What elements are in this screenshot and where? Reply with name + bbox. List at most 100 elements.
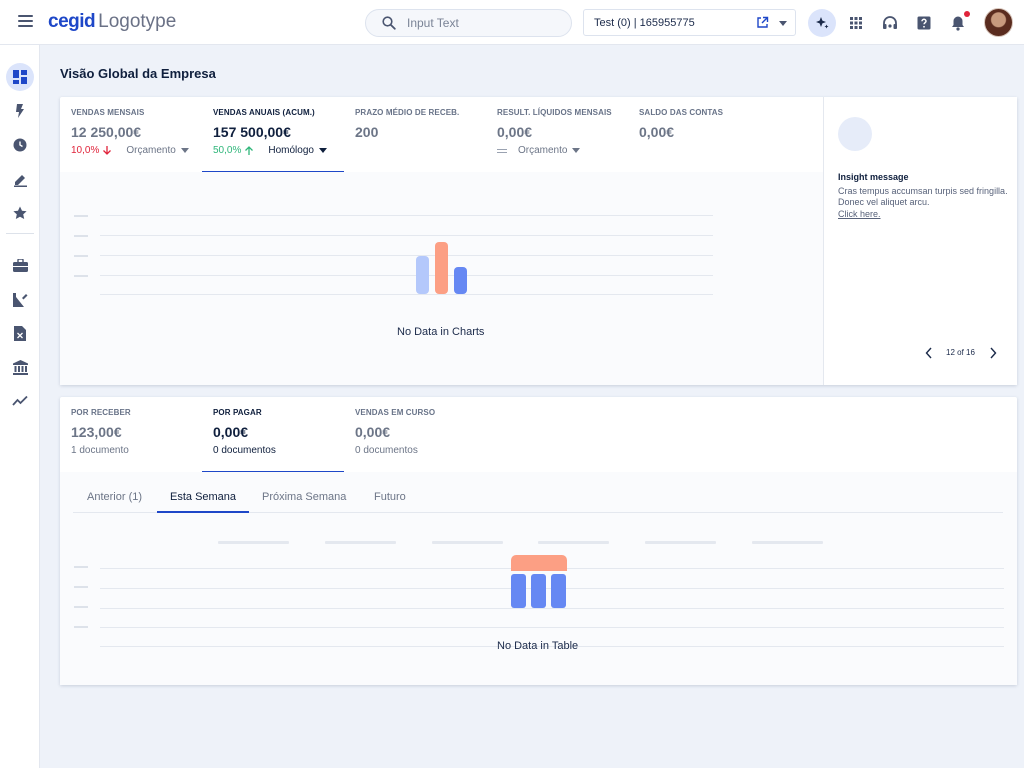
kpi-resultados-liquidos[interactable]: RESULT. LÍQUIDOS MENSAIS 0,00€ Orçamento [486, 97, 628, 172]
row-placeholder [74, 626, 88, 628]
gridline [100, 627, 1004, 628]
logo-brand: cegid [48, 11, 96, 32]
comparison-dropdown[interactable]: Homólogo [268, 145, 327, 156]
company-selector[interactable]: Test (0) | 165955775 [583, 9, 796, 36]
chart-empty-state: No Data in Charts [60, 172, 823, 385]
kpi-vendas-anuais[interactable]: VENDAS ANUAIS (ACUM.) 157 500,00€ 50,0% … [202, 97, 344, 173]
gridline [100, 275, 713, 276]
page-title: Visão Global da Empresa [60, 66, 216, 81]
search-icon [382, 16, 396, 30]
insight-title: Insight message [838, 172, 909, 182]
kpi-vendas-em-curso[interactable]: VENDAS EM CURSO 0,00€ 0 documentos [344, 397, 486, 472]
company-selector-label: Test (0) | 165955775 [594, 17, 695, 29]
empty-chart-message: No Data in Charts [397, 326, 485, 338]
insight-pager-count: 12 of 16 [946, 348, 975, 357]
apps-grid-icon[interactable] [846, 13, 866, 33]
row-placeholder [74, 606, 88, 608]
kpi-label: VENDAS ANUAIS (ACUM.) [213, 108, 315, 117]
tab-esta-semana[interactable]: Esta Semana [170, 491, 237, 503]
insight-link[interactable]: Click here. [838, 209, 881, 219]
kpi-label: POR RECEBER [71, 408, 131, 417]
user-avatar[interactable] [984, 8, 1013, 37]
kpi-saldo-contas[interactable]: SALDO DAS CONTAS 0,00€ [628, 97, 770, 172]
gridline [100, 215, 713, 216]
kpi-prazo-medio[interactable]: PRAZO MÉDIO DE RECEB. 200 [344, 97, 486, 172]
kpi-por-pagar[interactable]: POR PAGAR 0,00€ 0 documentos [202, 397, 344, 473]
sidebar-item-tax[interactable] [6, 319, 34, 347]
gridline [100, 235, 713, 236]
sidebar-item-business[interactable] [6, 251, 34, 279]
search-box[interactable] [365, 9, 572, 37]
sidebar [0, 45, 40, 768]
document-pen-icon [12, 292, 27, 307]
logo[interactable]: cegid Logotype [48, 11, 176, 33]
kpi-value: 0,00€ [213, 424, 249, 440]
comparison-dropdown-label: Homólogo [268, 145, 314, 156]
tab-futuro[interactable]: Futuro [374, 491, 406, 503]
search-input[interactable] [407, 10, 557, 36]
column-header-placeholder [645, 541, 716, 544]
chevron-down-icon[interactable] [779, 21, 787, 26]
tab-proxima-semana[interactable]: Próxima Semana [262, 491, 347, 503]
help-icon[interactable] [914, 13, 934, 33]
caret-down-icon [572, 148, 581, 153]
axis-tick-placeholder [74, 215, 88, 217]
briefcase-icon [12, 258, 28, 272]
sidebar-item-documents-edit[interactable] [6, 285, 34, 313]
ai-assistant-button[interactable] [808, 9, 836, 37]
kpi-value: 0,00€ [355, 424, 391, 440]
column-header-placeholder [538, 541, 609, 544]
kpi-subtext: 1 documento [71, 445, 129, 456]
kpi-value: 0,00€ [639, 124, 675, 140]
dashboard-icon [13, 70, 27, 84]
sidebar-item-history[interactable] [6, 131, 34, 159]
kpi-vendas-mensais[interactable]: VENDAS MENSAIS 12 250,00€ 10,0% Orçament… [60, 97, 202, 172]
caret-down-icon [180, 148, 189, 153]
sidebar-item-dashboard[interactable] [6, 63, 34, 91]
column-header-placeholder [218, 541, 289, 544]
caret-down-icon [318, 148, 327, 153]
arrow-down-icon [103, 146, 112, 155]
chevron-left-icon[interactable] [924, 346, 934, 360]
axis-tick-placeholder [74, 235, 88, 237]
column-header-placeholder [432, 541, 503, 544]
comparison-dropdown-label: Orçamento [518, 145, 568, 156]
kpi-por-receber[interactable]: POR RECEBER 123,00€ 1 documento [60, 397, 202, 472]
insight-image-placeholder [838, 117, 872, 151]
bank-icon [12, 359, 28, 375]
chevron-right-icon[interactable] [988, 346, 998, 360]
sidebar-item-favorites[interactable] [6, 199, 34, 227]
gridline [100, 255, 713, 256]
tab-anterior[interactable]: Anterior (1) [87, 491, 143, 503]
kpi-label: RESULT. LÍQUIDOS MENSAIS [497, 108, 612, 117]
pencil-icon [13, 174, 27, 187]
kpi-label: VENDAS EM CURSO [355, 408, 436, 417]
comparison-dropdown[interactable]: Orçamento [126, 145, 189, 156]
equal-icon [497, 147, 507, 155]
kpi-value: 0,00€ [497, 124, 533, 140]
tax-document-icon [14, 325, 26, 341]
sidebar-item-bank[interactable] [6, 353, 34, 381]
star-icon [13, 206, 27, 219]
notifications-bell-icon[interactable] [948, 13, 968, 33]
kpi-percentage: 50,0% [213, 145, 242, 156]
hamburger-menu-icon[interactable] [18, 15, 33, 27]
column-header-placeholder [325, 541, 396, 544]
bar-chart-illustration-icon [416, 242, 467, 294]
kpi-subtext: 0 documentos [355, 445, 418, 456]
insight-body: Cras tempus accumsan turpis sed fringill… [838, 186, 1008, 207]
kpi-subtext: 0 documentos [213, 445, 276, 456]
support-headset-icon[interactable] [880, 13, 900, 33]
kpi-label: PRAZO MÉDIO DE RECEB. [355, 108, 460, 117]
active-tab-indicator [157, 511, 249, 513]
sidebar-item-quick-actions[interactable] [6, 97, 34, 125]
sidebar-item-edit[interactable] [6, 165, 34, 193]
comparison-dropdown[interactable]: Orçamento [518, 145, 581, 156]
empty-table-message: No Data in Table [497, 640, 579, 652]
sidebar-item-analytics[interactable] [6, 387, 34, 415]
kpi-chart-card: VENDAS MENSAIS 12 250,00€ 10,0% Orçament… [60, 97, 1017, 385]
open-external-icon[interactable] [756, 16, 769, 29]
trend-line-icon [12, 395, 28, 406]
kpi-label: POR PAGAR [213, 408, 262, 417]
